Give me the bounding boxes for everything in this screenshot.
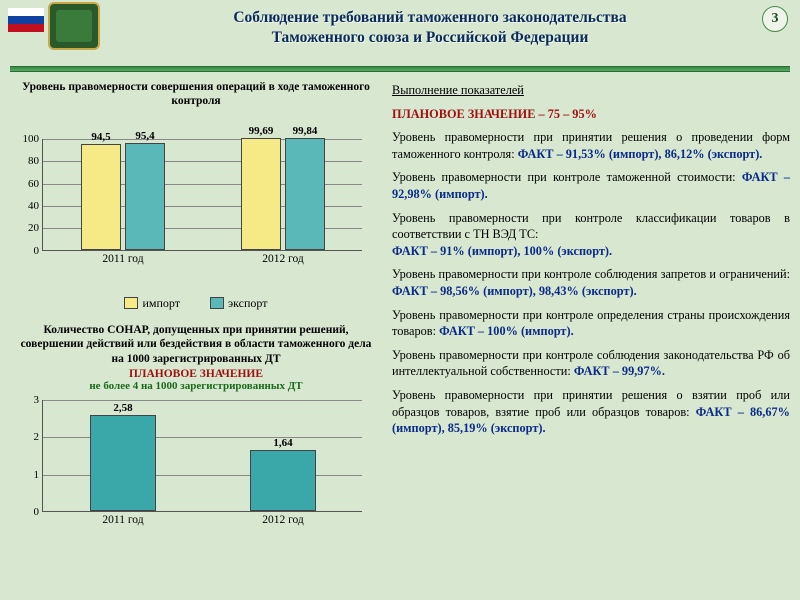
- chart2-title: Количество СОНАР, допущенных при приняти…: [8, 321, 384, 368]
- plan-value: ПЛАНОВОЕ ЗНАЧЕНИЕ – 75 – 95%: [392, 107, 597, 121]
- bar: 99,84: [285, 138, 325, 250]
- bar: 99,69: [241, 138, 281, 250]
- indicator-item: Уровень правомерности при контроле соблю…: [392, 266, 790, 299]
- customs-emblem-icon: [48, 2, 100, 50]
- left-column: Уровень правомерности совершения операци…: [8, 78, 384, 532]
- indicator-item: Уровень правомерности при принятии решен…: [392, 387, 790, 437]
- chart1: 0204060801002011 год94,595,42012 год99,6…: [8, 111, 384, 276]
- bar: 1,64: [250, 450, 316, 511]
- right-column: Выполнение показателей ПЛАНОВОЕ ЗНАЧЕНИЕ…: [392, 78, 792, 532]
- indicator-item: Уровень правомерности при контроле опред…: [392, 307, 790, 340]
- legend-item: экспорт: [210, 296, 268, 311]
- chart1-title: Уровень правомерности совершения операци…: [8, 78, 384, 111]
- content: Уровень правомерности совершения операци…: [0, 78, 800, 532]
- header: 3 Соблюдение требований таможенного зако…: [0, 0, 800, 62]
- chart2-sub-red: ПЛАНОВОЕ ЗНАЧЕНИЕ: [8, 368, 384, 380]
- indicator-item: Уровень правомерности при принятии решен…: [392, 129, 790, 162]
- bar: 94,5: [81, 144, 121, 250]
- bar: 95,4: [125, 143, 165, 250]
- page-title: Соблюдение требований таможенного законо…: [110, 8, 750, 48]
- page-number-badge: 3: [762, 6, 788, 32]
- indicator-item: Уровень правомерности при контроле тамож…: [392, 169, 790, 202]
- chart1-legend: импорт экспорт: [8, 296, 384, 311]
- bar: 2,58: [90, 415, 156, 511]
- indicator-item: Уровень правомерности при контроле соблю…: [392, 347, 790, 380]
- divider: [10, 66, 790, 72]
- chart2-sub-green: не более 4 на 1000 зарегистрированных ДТ: [8, 380, 384, 392]
- russia-flag-icon: [8, 8, 44, 32]
- chart2: 01232011 год2,582012 год1,64: [8, 394, 384, 532]
- legend-item: импорт: [124, 296, 180, 311]
- right-heading: Выполнение показателей: [392, 83, 524, 97]
- indicator-item: Уровень правомерности при контроле класс…: [392, 210, 790, 260]
